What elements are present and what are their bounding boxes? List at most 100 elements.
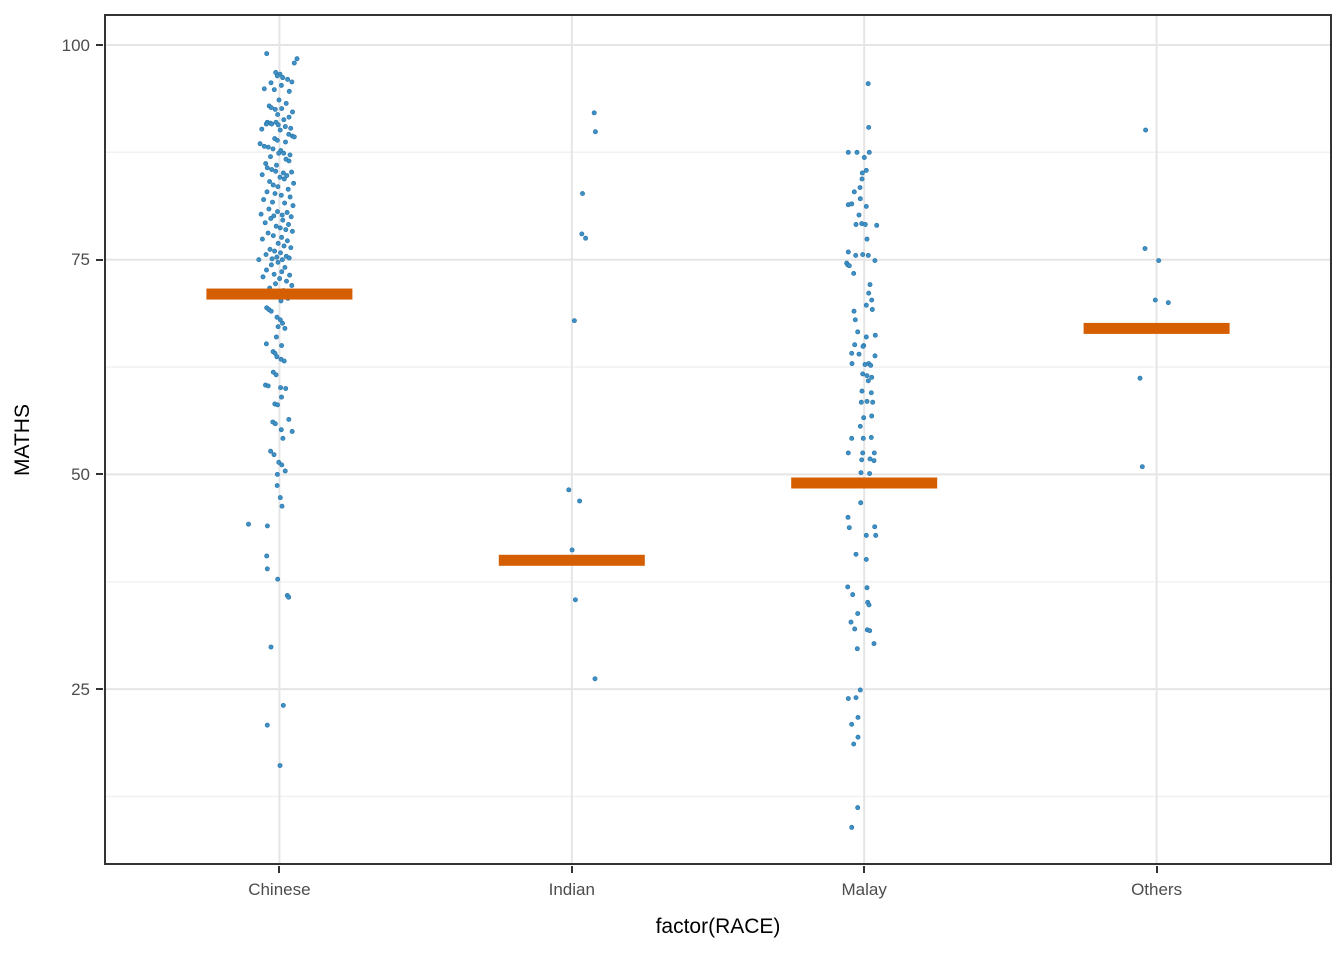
data-point [279, 234, 285, 240]
x-tick-label: Malay [841, 880, 887, 899]
mean-crossbar [498, 554, 645, 566]
data-point [282, 468, 288, 474]
data-point [267, 246, 273, 252]
data-point [853, 695, 859, 701]
data-point [280, 435, 286, 441]
data-point [268, 262, 274, 268]
data-point [859, 457, 865, 463]
data-point [865, 378, 871, 384]
x-tick-mark [278, 866, 281, 873]
data-point [860, 343, 866, 349]
data-point [286, 114, 292, 120]
data-point [874, 222, 880, 228]
data-point [268, 154, 273, 160]
data-point [282, 124, 288, 130]
data-point [282, 264, 288, 270]
data-point [288, 245, 294, 251]
data-point [278, 250, 283, 256]
data-point [857, 196, 863, 202]
data-point [268, 80, 274, 86]
data-point [855, 329, 861, 335]
data-point [268, 448, 274, 454]
data-point [281, 176, 287, 182]
plot-panel [104, 14, 1332, 865]
data-point [274, 483, 280, 489]
data-point [857, 687, 863, 693]
data-point [286, 255, 292, 261]
data-point [860, 371, 866, 377]
data-point [270, 233, 276, 239]
data-point [272, 106, 278, 112]
data-point [863, 532, 869, 538]
data-point [280, 75, 286, 81]
data-point [271, 452, 277, 458]
data-point [279, 269, 285, 275]
data-point [263, 121, 269, 127]
data-point [279, 394, 284, 400]
data-point [283, 100, 289, 106]
data-point [273, 168, 279, 174]
data-point [1137, 375, 1143, 381]
plot-canvas [106, 16, 1330, 863]
data-point [872, 258, 878, 264]
data-point [280, 320, 285, 326]
data-point [290, 203, 296, 209]
data-point [275, 324, 281, 330]
data-point [272, 248, 278, 254]
data-point [276, 459, 282, 465]
data-point [863, 302, 869, 308]
data-point [566, 487, 572, 493]
data-point [852, 342, 858, 348]
data-point [284, 210, 290, 215]
data-point [849, 350, 855, 356]
data-point [868, 435, 874, 440]
data-point [848, 619, 854, 625]
data-point [278, 192, 284, 198]
data-point [583, 235, 589, 241]
data-point [863, 334, 869, 340]
data-point [273, 372, 279, 378]
data-point [273, 281, 278, 287]
data-point [291, 134, 297, 140]
data-point [260, 274, 266, 280]
data-point [872, 524, 878, 530]
data-point [279, 462, 285, 468]
data-point [865, 81, 871, 87]
y-tick-label: 50 [71, 464, 90, 484]
data-point [288, 214, 294, 220]
data-point [849, 435, 855, 441]
y-tick-mark [96, 688, 103, 691]
data-point [845, 249, 851, 255]
data-point [861, 155, 867, 160]
data-point [855, 805, 861, 811]
data-point [845, 450, 851, 456]
data-point [285, 76, 291, 82]
x-tick-mark [570, 866, 573, 873]
data-point [272, 191, 278, 197]
data-point [1143, 127, 1149, 133]
data-point [274, 73, 280, 79]
data-point [861, 415, 867, 421]
data-point [264, 553, 270, 559]
data-point [286, 594, 292, 600]
data-point [282, 325, 288, 331]
data-point [264, 267, 269, 273]
data-point [870, 399, 876, 405]
data-point [864, 373, 870, 379]
y-tick-label: 100 [61, 35, 90, 55]
data-point [269, 167, 275, 172]
data-point [264, 189, 270, 195]
data-point [569, 547, 575, 553]
data-point [845, 149, 851, 155]
data-point [259, 126, 265, 132]
data-point [851, 741, 857, 747]
data-point [290, 109, 295, 115]
data-point [279, 106, 285, 112]
data-point [853, 551, 859, 557]
data-point [265, 230, 271, 236]
data-point [849, 201, 855, 207]
data-point [1142, 246, 1148, 251]
data-point [860, 435, 866, 441]
data-point [278, 427, 284, 433]
data-point [277, 174, 283, 180]
